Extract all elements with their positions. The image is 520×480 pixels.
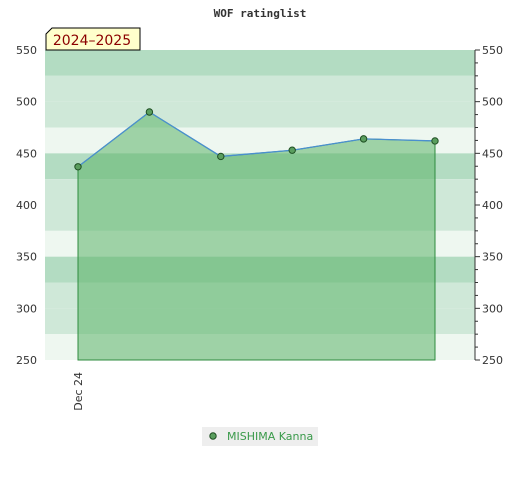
y-tick-label-right: 400 <box>482 199 503 212</box>
y-tick-label-left: 250 <box>16 354 37 367</box>
data-point <box>359 135 368 143</box>
data-point <box>74 163 82 171</box>
right-minor-ticks <box>475 49 480 361</box>
y-tick-label-left: 300 <box>16 302 37 315</box>
background-band <box>45 101 475 128</box>
y-tick-label-left: 350 <box>16 251 37 264</box>
y-tick-label-right: 300 <box>482 302 503 315</box>
legend-marker <box>209 432 217 440</box>
y-tick-label-left: 550 <box>16 44 37 57</box>
y-tick-label-right: 450 <box>482 147 503 160</box>
right-tick-labels: 250 300 350 400 450 500 550 <box>482 44 503 367</box>
y-tick-label-left: 400 <box>16 199 37 212</box>
y-tick-label-left: 500 <box>16 96 37 109</box>
season-label: 2024–2025 <box>53 33 131 49</box>
legend: MISHIMA Kanna <box>202 427 318 446</box>
y-tick-label-right: 250 <box>482 354 503 367</box>
legend-series-name: MISHIMA Kanna <box>227 430 313 443</box>
data-point <box>431 137 439 145</box>
y-tick-label-right: 350 <box>482 251 503 264</box>
data-point <box>217 152 225 161</box>
points-layer <box>74 108 439 171</box>
data-point <box>288 146 296 154</box>
y-tick-label-right: 500 <box>482 96 503 109</box>
season-badge: 2024–2025 <box>45 27 141 51</box>
background-band <box>45 50 475 76</box>
chart-title: WOF ratinglist <box>214 7 307 20</box>
series-line <box>77 111 436 168</box>
season-badge-box <box>45 27 141 51</box>
y-tick-label-left: 450 <box>16 147 37 160</box>
y-tick-label-right: 550 <box>482 44 503 57</box>
legend-box <box>202 427 318 446</box>
x-tick-labels: Dec 24 <box>72 372 85 411</box>
left-tick-labels: 250 300 350 400 450 500 550 <box>16 44 37 367</box>
x-tick-label: Dec 24 <box>72 372 85 411</box>
background-band <box>45 75 475 102</box>
line-layer <box>77 111 436 168</box>
data-point <box>145 108 154 116</box>
